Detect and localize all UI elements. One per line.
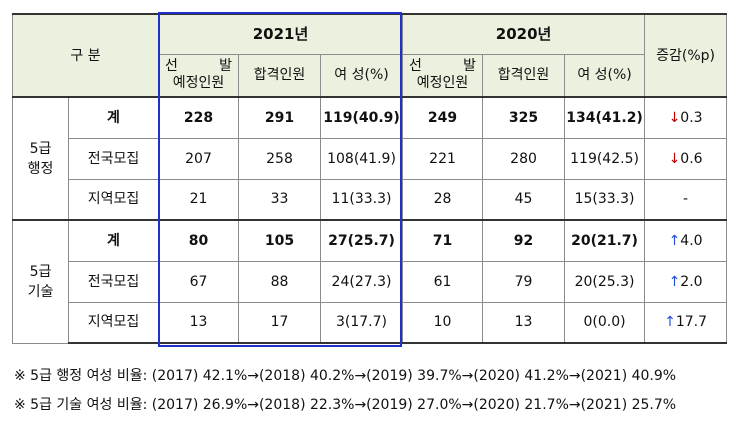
arrow-up-icon: ↑ [668,273,681,290]
data-cell: 325 [482,96,566,139]
passed-header-2020: 합격인원 [482,53,566,98]
arrow-down-icon: ↓ [668,150,681,167]
data-cell: 20(25.3) [564,260,646,303]
data-cell: 249 [402,96,484,139]
category-cell: 5급 기술 [12,219,69,344]
change-value: 0.3 [680,109,703,126]
data-cell: 228 [158,96,239,139]
data-cell: 17 [238,301,321,344]
table-row: 지역모집 13 17 3(17.7) 10 13 0(0.0) ↑17.7 [13,301,728,344]
female-header-2021: 여 성(%) [319,53,404,98]
data-cell: 291 [238,96,321,139]
data-cell: 119(42.5) [564,137,646,180]
row-label: 전국모집 [68,137,159,180]
data-cell: 134(41.2) [564,96,646,139]
selection-header-2021: 선 발 예정인원 [158,53,239,98]
data-cell: 105 [238,219,321,262]
data-cell: 79 [482,260,566,303]
data-cell: 67 [158,260,239,303]
change-value: 2.0 [680,273,703,290]
change-cell: ↓0.3 [644,96,728,139]
data-cell: 45 [482,178,566,221]
data-cell: 20(21.7) [564,219,646,262]
statistics-table: 구 분 2021년 2020년 증감(%p) 선 발 예정인원 합격인원 여 성… [12,13,728,344]
table-row: 전국모집 207 258 108(41.9) 221 280 119(42.5) ↓0.6 [13,137,728,180]
arrow-up-icon: ↑ [664,314,676,331]
data-cell: 92 [482,219,566,262]
data-cell: 258 [238,137,321,180]
data-cell: 13 [482,301,566,344]
change-cell: ↑17.7 [644,301,728,344]
category-cell: 5급 행정 [12,96,69,221]
data-cell: 280 [482,137,566,180]
row-label: 계 [68,219,159,262]
note-tech-female-ratio: ※ 5급 기술 여성 비율: (2017) 26.9%→(2018) 22.3%… [14,397,677,413]
division-header: 구 분 [12,13,159,98]
selection-header-2020: 선 발 예정인원 [402,53,484,98]
data-cell: 88 [238,260,321,303]
data-cell: 3(17.7) [319,301,404,344]
data-cell: 61 [402,260,484,303]
change-cell: - [644,178,728,221]
data-cell: 80 [158,219,239,262]
table-row: 전국모집 67 88 24(27.3) 61 79 20(25.3) ↑2.0 [13,260,728,303]
row-label: 지역모집 [68,178,159,221]
change-cell: ↑4.0 [644,219,728,262]
passed-header-2021: 합격인원 [238,53,321,98]
data-cell: 108(41.9) [319,137,404,180]
data-cell: 24(27.3) [319,260,404,303]
data-cell: 33 [238,178,321,221]
arrow-down-icon: ↓ [668,109,681,126]
data-cell: 28 [402,178,484,221]
row-label: 계 [68,96,159,139]
change-value: 0.6 [680,150,703,167]
table-row: 5급 행정 계 228 291 119(40.9) 249 325 134(41.2) ↓0.3 [12,96,728,221]
year-2020-header: 2020년 [402,13,646,55]
arrow-up-icon: ↑ [668,232,681,249]
data-cell: 10 [402,301,484,344]
data-cell: 15(33.3) [564,178,646,221]
year-2021-header: 2021년 [157,13,404,55]
change-value: 4.0 [680,232,703,249]
change-value: - [683,191,689,208]
row-label: 지역모집 [68,301,159,344]
data-cell: 0(0.0) [564,301,646,344]
table-row: 5급 기술 계 80 105 27(25.7) 71 92 20(21.7) ↑4.0 [12,219,728,344]
data-cell: 21 [158,178,239,221]
change-value: 17.7 [675,314,708,331]
data-cell: 119(40.9) [319,96,404,139]
data-cell: 13 [158,301,239,344]
data-cell: 11(33.3) [319,178,404,221]
change-cell: ↓0.6 [644,137,728,180]
note-admin-female-ratio: ※ 5급 행정 여성 비율: (2017) 42.1%→(2018) 40.2%… [14,368,677,384]
change-header: 증감(%p) [644,13,728,98]
data-cell: 221 [402,137,484,180]
row-label: 전국모집 [68,260,159,303]
data-cell: 71 [402,219,484,262]
change-cell: ↑2.0 [644,260,728,303]
female-header-2020: 여 성(%) [564,53,646,98]
data-cell: 207 [158,137,239,180]
table-row: 지역모집 21 33 11(33.3) 28 45 15(33.3) - [13,178,728,221]
data-cell: 27(25.7) [319,219,404,262]
